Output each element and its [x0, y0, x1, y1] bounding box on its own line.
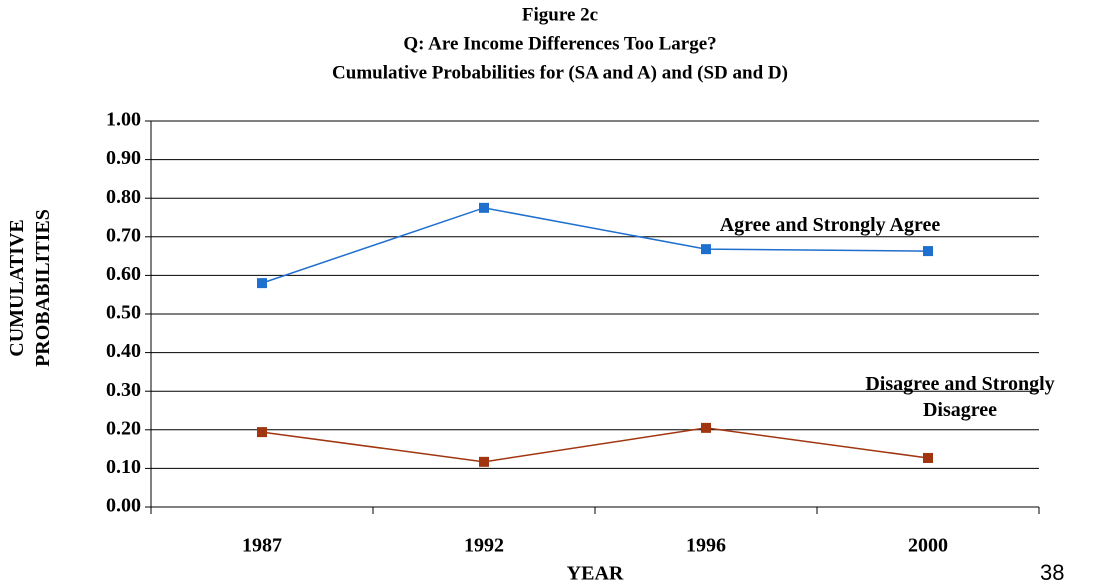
chart-title: Figure 2c — [522, 4, 598, 25]
y-tick-label: 0.40 — [106, 340, 141, 362]
series-label: Disagree and Strongly Disagree — [865, 373, 1055, 421]
y-tick-label: 0.50 — [106, 302, 141, 324]
y-tick-label: 0.70 — [106, 224, 141, 246]
series-line — [261, 427, 929, 463]
marker — [923, 452, 933, 463]
marker — [479, 456, 489, 467]
y-tick-label: 0.90 — [106, 147, 141, 169]
y-tick-label: 0.00 — [106, 495, 141, 517]
y-tick-label: 0.30 — [106, 379, 141, 401]
x-tick-label: 1992 — [464, 535, 504, 557]
marker — [923, 246, 933, 257]
chart-title: Cumulative Probabilities for (SA and A) … — [332, 62, 788, 83]
marker — [701, 244, 711, 255]
y-axis-title: CUMULATIVE PROBABILITIES — [6, 209, 54, 367]
y-tick-label: 0.20 — [106, 417, 141, 439]
marker — [257, 278, 267, 289]
marker — [701, 422, 711, 433]
y-tick-label: 0.80 — [106, 186, 141, 208]
marker — [257, 427, 267, 438]
series-label: Agree and Strongly Agree — [719, 214, 941, 236]
y-tick-label: 1.00 — [106, 109, 141, 131]
y-tick-label: 0.60 — [106, 263, 141, 285]
y-tick-label: 0.10 — [106, 456, 141, 478]
x-tick-label: 2000 — [908, 535, 948, 557]
x-axis-title: YEAR — [567, 563, 624, 583]
marker — [479, 202, 489, 213]
chart-title: Q: Are Income Differences Too Large? — [403, 33, 716, 54]
page-number: 38 — [1040, 560, 1065, 585]
x-tick-label: 1987 — [242, 535, 282, 557]
series-line — [261, 207, 929, 284]
x-tick-label: 1996 — [686, 535, 726, 557]
